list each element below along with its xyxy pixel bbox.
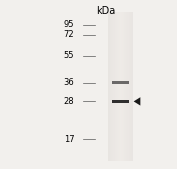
Bar [108,12,109,161]
Bar [112,100,129,103]
Bar [113,12,114,161]
Text: 55: 55 [64,51,74,60]
Text: 72: 72 [64,30,74,39]
Bar [110,12,111,161]
Bar [112,12,113,161]
Text: 28: 28 [64,97,74,106]
Bar [126,12,127,161]
Text: 17: 17 [64,135,74,144]
Polygon shape [134,97,140,106]
Bar [129,12,130,161]
Bar [116,12,117,161]
Text: kDa: kDa [97,6,116,16]
Bar [115,12,116,161]
Bar [130,12,131,161]
Bar [109,12,110,161]
Bar [121,12,122,161]
Bar [120,12,121,161]
Text: 95: 95 [64,20,74,29]
Bar [124,12,125,161]
Bar [127,12,128,161]
Bar [119,12,120,161]
Text: 36: 36 [64,78,74,87]
Bar [132,12,133,161]
Bar [123,12,124,161]
Bar [128,12,129,161]
Bar [117,12,118,161]
Bar [111,12,112,161]
Bar [125,12,126,161]
Bar [112,81,129,84]
Bar [131,12,132,161]
Bar [118,12,119,161]
Bar [122,12,123,161]
Bar [114,12,115,161]
